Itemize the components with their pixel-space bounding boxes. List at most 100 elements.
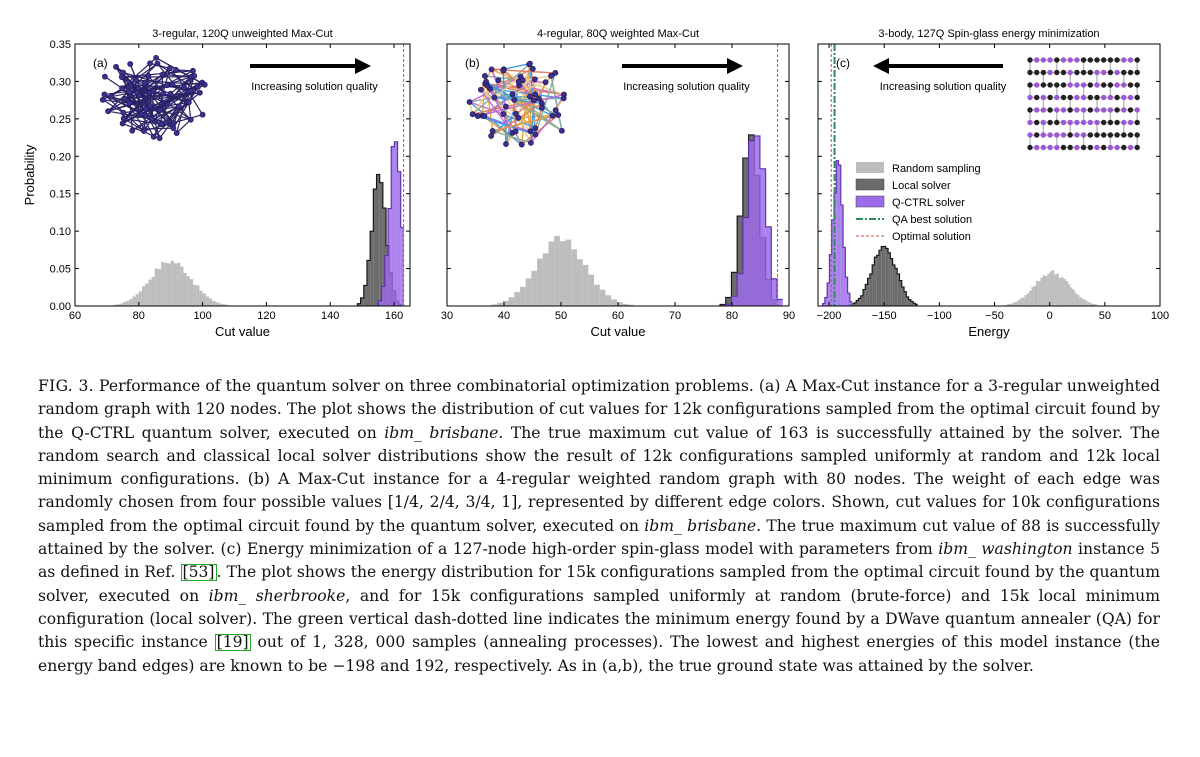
lattice-node <box>1101 82 1107 88</box>
histogram-bar <box>913 303 916 306</box>
lattice-node <box>1047 107 1053 113</box>
histogram-bar <box>491 304 498 306</box>
histogram-bar <box>514 292 520 306</box>
histogram-bar <box>148 279 152 306</box>
series-local-solver <box>848 245 918 306</box>
histogram-outline <box>848 245 918 306</box>
inset-node <box>515 78 522 85</box>
histogram-bar <box>378 300 382 306</box>
inset-node <box>484 82 491 89</box>
histogram-bar <box>177 262 181 306</box>
lattice-node <box>1080 69 1087 76</box>
lattice-node <box>1074 69 1080 76</box>
lattice-node <box>1040 82 1047 88</box>
caption-label: FIG. 3. <box>38 377 94 395</box>
histogram-bar <box>1040 277 1043 306</box>
lattice-node <box>1101 107 1107 113</box>
histogram-bar <box>737 215 743 306</box>
histogram-bar <box>1095 304 1098 306</box>
series-random-sampling <box>113 260 229 306</box>
inset-edge <box>153 104 169 138</box>
lattice-node <box>1101 57 1107 63</box>
lattice-node <box>1101 94 1107 101</box>
inset-node <box>196 89 203 96</box>
caption-citation[interactable]: [53] <box>180 563 217 582</box>
histogram-bar <box>502 300 509 306</box>
lattice-node <box>1060 57 1067 63</box>
y-tick-label: 0.25 <box>50 114 71 126</box>
lattice-node <box>1060 82 1067 88</box>
histogram-bar <box>571 249 577 306</box>
chart-title: 4-regular, 80Q weighted Max-Cut <box>537 28 699 40</box>
lattice-node <box>1107 119 1114 126</box>
caption-text: out of 1, 328, 000 samples (annealing pr… <box>38 633 1160 675</box>
caption-text: instance 5 as defined in Ref. <box>38 540 1160 582</box>
histogram-bar <box>113 304 117 306</box>
inset-node <box>126 100 133 106</box>
inset-node <box>119 120 126 127</box>
inset-node <box>120 109 127 116</box>
lattice-node <box>1094 119 1100 126</box>
lattice-node <box>1107 57 1114 63</box>
histogram-bar <box>170 260 174 306</box>
inset-node <box>469 111 476 118</box>
x-tick-label: 100 <box>193 310 211 322</box>
inset-node <box>140 128 147 134</box>
histogram-bar <box>215 302 219 306</box>
histogram-bar <box>1038 281 1041 306</box>
inset-node <box>466 99 473 105</box>
inset-node <box>113 63 119 70</box>
lattice-node <box>1127 82 1134 88</box>
lattice-node <box>1134 144 1140 151</box>
inset-node <box>489 128 496 134</box>
histogram-bar <box>759 168 766 306</box>
quality-arrow-head <box>355 58 371 74</box>
inset-edge <box>130 84 185 89</box>
lattice-node <box>1027 94 1033 101</box>
histogram-bar <box>391 146 395 306</box>
lattice-node <box>1034 107 1040 113</box>
histogram-bar <box>878 250 882 306</box>
lattice-node <box>1134 57 1140 63</box>
lattice-node <box>1114 69 1120 76</box>
inset-node <box>201 81 208 88</box>
histogram-bar <box>851 303 854 306</box>
inset-edge <box>472 63 531 115</box>
histogram-bar <box>519 286 526 306</box>
lattice-node <box>1121 57 1127 63</box>
lattice-node <box>1094 144 1100 151</box>
inset-node <box>99 96 106 103</box>
histogram-bar <box>865 284 868 306</box>
lattice-node <box>1114 132 1120 138</box>
histogram-bar <box>576 259 583 306</box>
chart-panel-b: 4-regular, 80Q weighted Max-Cut (b) 30 40 50… <box>441 28 795 339</box>
x-axis-label: Energy <box>968 324 1010 339</box>
lattice-node <box>1067 57 1073 63</box>
inset-node <box>153 54 160 61</box>
x-tick-label: 80 <box>726 310 738 322</box>
lattice-node <box>1114 82 1120 88</box>
lattice-node <box>1034 144 1040 151</box>
lattice-node <box>1060 69 1067 76</box>
caption-body: Performance of the quantum solver on thr… <box>38 377 1160 675</box>
histogram-bar <box>154 268 158 306</box>
lattice-node <box>1027 57 1033 63</box>
lattice-node <box>1080 57 1087 63</box>
histogram-bar <box>1022 297 1025 306</box>
lattice-node <box>1101 144 1107 151</box>
inset-node <box>107 93 114 100</box>
legend: Random sampling Local solver Q-CTRL solver… <box>855 162 981 243</box>
inset-node <box>135 85 142 92</box>
histogram-bar <box>525 278 532 306</box>
lattice-node <box>1067 82 1073 88</box>
plot-frame <box>74 43 411 307</box>
inset-node <box>164 82 170 89</box>
caption-citation[interactable]: [19] <box>214 633 251 652</box>
histogram-bar <box>384 255 388 306</box>
inset-node <box>509 91 516 98</box>
x-axis-label: Cut value <box>215 324 270 339</box>
lattice-node <box>1127 132 1134 138</box>
histogram-bar <box>537 258 543 306</box>
lattice-node <box>1101 69 1107 76</box>
chart-title: 3-regular, 120Q unweighted Max-Cut <box>152 28 332 40</box>
